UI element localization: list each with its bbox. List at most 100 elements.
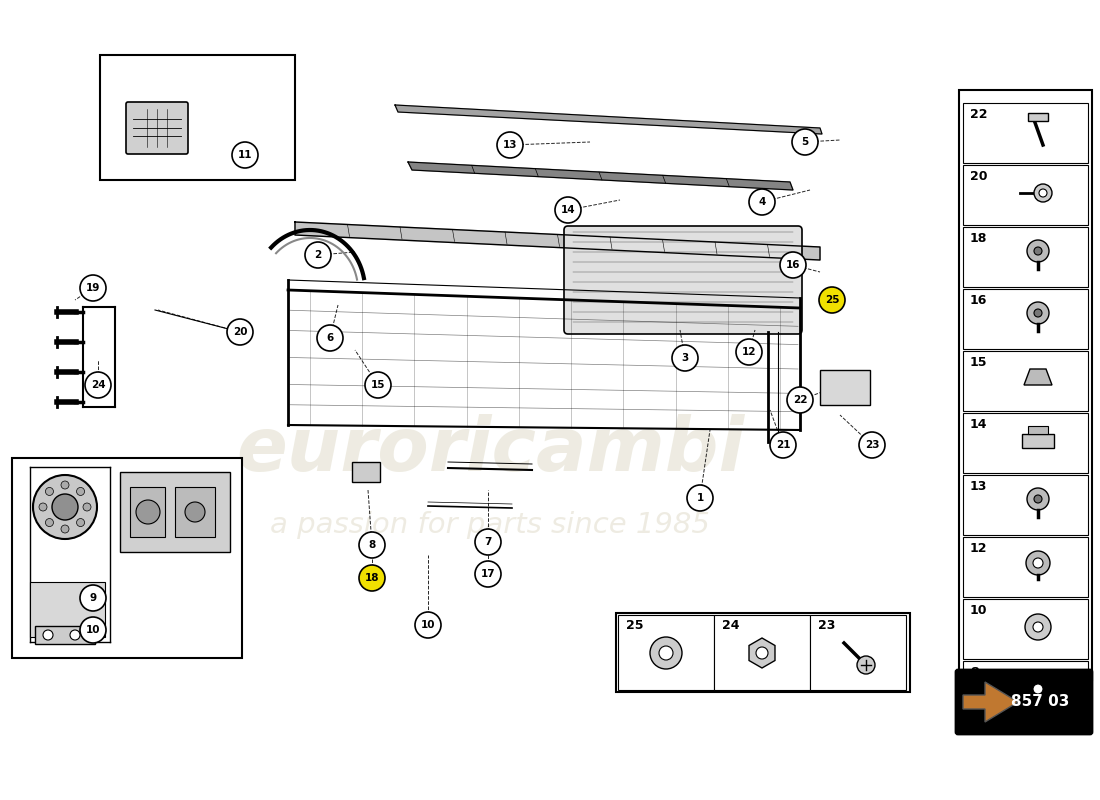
Circle shape bbox=[770, 432, 796, 458]
Text: 3: 3 bbox=[681, 353, 689, 363]
Circle shape bbox=[736, 339, 762, 365]
Text: 6: 6 bbox=[327, 333, 333, 343]
Bar bbox=[962, 661, 1088, 721]
Circle shape bbox=[1034, 184, 1052, 202]
Text: 5: 5 bbox=[802, 137, 808, 147]
Circle shape bbox=[52, 494, 78, 520]
Bar bbox=[1022, 434, 1054, 448]
Text: 18: 18 bbox=[970, 232, 988, 245]
Bar bbox=[130, 487, 165, 537]
Text: 9: 9 bbox=[89, 593, 97, 603]
Bar bbox=[959, 90, 1092, 680]
Circle shape bbox=[45, 518, 54, 526]
FancyBboxPatch shape bbox=[564, 226, 802, 334]
Bar bbox=[100, 55, 295, 180]
Bar bbox=[175, 487, 214, 537]
Bar bbox=[1028, 426, 1048, 434]
Circle shape bbox=[1034, 309, 1042, 317]
Circle shape bbox=[232, 142, 258, 168]
Circle shape bbox=[359, 565, 385, 591]
Circle shape bbox=[365, 372, 390, 398]
Polygon shape bbox=[749, 638, 775, 668]
Circle shape bbox=[792, 129, 818, 155]
Circle shape bbox=[659, 646, 673, 660]
Circle shape bbox=[359, 532, 385, 558]
Bar bbox=[962, 475, 1088, 535]
Polygon shape bbox=[962, 682, 1018, 722]
Text: 21: 21 bbox=[776, 440, 790, 450]
Circle shape bbox=[1033, 684, 1043, 694]
Circle shape bbox=[1034, 495, 1042, 503]
Text: 12: 12 bbox=[741, 347, 757, 357]
Circle shape bbox=[1026, 551, 1050, 575]
Circle shape bbox=[1025, 614, 1050, 640]
Bar bbox=[962, 289, 1088, 349]
Circle shape bbox=[45, 487, 54, 495]
Bar bbox=[962, 599, 1088, 659]
Text: 8: 8 bbox=[970, 666, 979, 679]
Text: 15: 15 bbox=[970, 356, 988, 369]
Bar bbox=[962, 165, 1088, 225]
Circle shape bbox=[780, 252, 806, 278]
Circle shape bbox=[1027, 302, 1049, 324]
Polygon shape bbox=[1026, 675, 1050, 703]
Circle shape bbox=[136, 500, 160, 524]
Text: 10: 10 bbox=[420, 620, 436, 630]
Circle shape bbox=[672, 345, 698, 371]
Circle shape bbox=[317, 325, 343, 351]
Text: 4: 4 bbox=[758, 197, 766, 207]
Text: 1: 1 bbox=[696, 493, 704, 503]
Polygon shape bbox=[395, 105, 822, 134]
Bar bbox=[12, 458, 242, 658]
Circle shape bbox=[80, 275, 106, 301]
Circle shape bbox=[77, 487, 85, 495]
Circle shape bbox=[475, 529, 500, 555]
Text: 8: 8 bbox=[368, 540, 375, 550]
Bar bbox=[962, 351, 1088, 411]
Circle shape bbox=[475, 561, 500, 587]
Circle shape bbox=[415, 612, 441, 638]
Text: 20: 20 bbox=[233, 327, 248, 337]
Text: 24: 24 bbox=[90, 380, 106, 390]
Circle shape bbox=[857, 656, 874, 674]
Text: 12: 12 bbox=[970, 542, 988, 555]
Circle shape bbox=[688, 485, 713, 511]
Text: 857 03: 857 03 bbox=[1011, 694, 1069, 710]
Text: 20: 20 bbox=[970, 170, 988, 183]
Bar bbox=[820, 370, 870, 405]
FancyBboxPatch shape bbox=[956, 670, 1092, 734]
Circle shape bbox=[60, 481, 69, 489]
Bar bbox=[962, 227, 1088, 287]
Bar bbox=[810, 615, 906, 690]
Text: 16: 16 bbox=[785, 260, 801, 270]
Text: 18: 18 bbox=[365, 573, 380, 583]
Circle shape bbox=[1040, 189, 1047, 197]
Text: a passion for parts since 1985: a passion for parts since 1985 bbox=[271, 511, 710, 539]
Circle shape bbox=[77, 518, 85, 526]
Circle shape bbox=[85, 372, 111, 398]
Circle shape bbox=[33, 475, 97, 539]
Text: 22: 22 bbox=[793, 395, 807, 405]
Circle shape bbox=[756, 647, 768, 659]
Circle shape bbox=[80, 585, 106, 611]
Circle shape bbox=[1034, 247, 1042, 255]
Text: 10: 10 bbox=[86, 625, 100, 635]
Bar bbox=[352, 462, 379, 482]
Bar bbox=[1028, 113, 1048, 121]
Text: 25: 25 bbox=[825, 295, 839, 305]
Circle shape bbox=[650, 637, 682, 669]
Bar bbox=[962, 103, 1088, 163]
Circle shape bbox=[43, 630, 53, 640]
FancyBboxPatch shape bbox=[126, 102, 188, 154]
Circle shape bbox=[80, 617, 106, 643]
Circle shape bbox=[497, 132, 522, 158]
Bar bbox=[616, 613, 910, 692]
Circle shape bbox=[70, 630, 80, 640]
Circle shape bbox=[749, 189, 775, 215]
Bar bbox=[714, 615, 810, 690]
Circle shape bbox=[82, 503, 91, 511]
Polygon shape bbox=[408, 162, 793, 190]
Circle shape bbox=[305, 242, 331, 268]
Bar bbox=[962, 413, 1088, 473]
Circle shape bbox=[60, 525, 69, 533]
